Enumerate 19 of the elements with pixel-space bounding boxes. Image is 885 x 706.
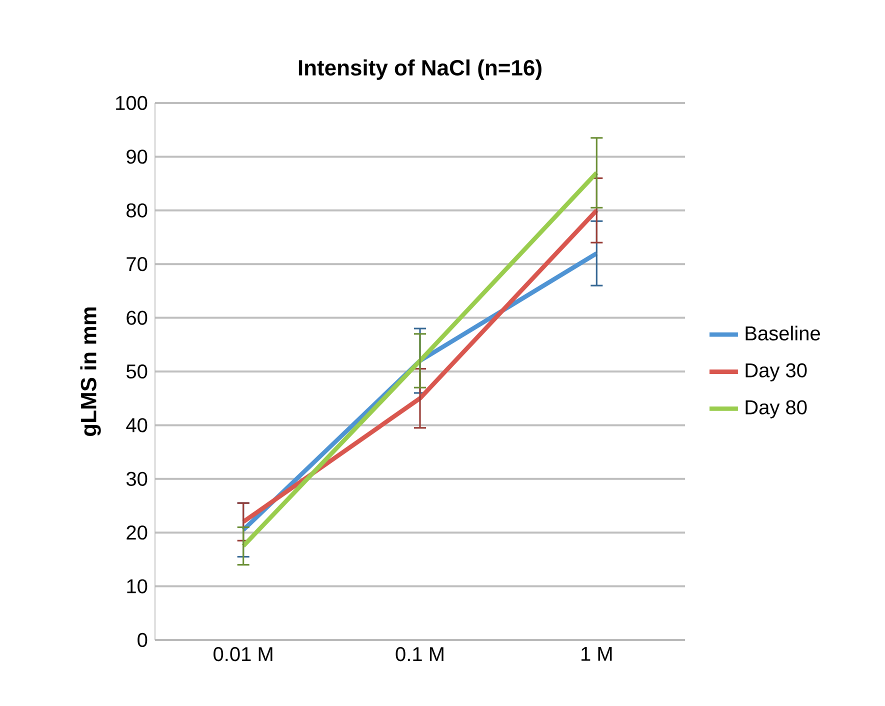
y-tick-label: 100 [116, 96, 148, 110]
y-tick-label: 60 [126, 310, 148, 325]
y-tick-label: 10 [127, 579, 148, 594]
y-tick-label: 90 [126, 150, 148, 164]
x-tick-label: 1 M [582, 647, 612, 661]
y-tick-label: 80 [126, 203, 148, 218]
y-tick-label: 50 [126, 364, 148, 379]
y-tick-label: 0 [138, 632, 148, 648]
y-tick-label: 30 [126, 472, 148, 486]
legend-label: Day 30 [746, 363, 807, 382]
y-tick-label: 40 [126, 418, 148, 432]
y-axis-title: gLMS in mm [80, 307, 101, 436]
x-tick-label: 0.01 M [214, 647, 272, 662]
x-tick-label: 0.1 M [396, 647, 444, 662]
legend-label: Baseline [746, 326, 820, 340]
legend-label: Day 80 [746, 400, 807, 418]
chart-title: Intensity of NaCl (n=16) [298, 59, 542, 80]
y-tick-label: 20 [126, 526, 148, 540]
y-tick-label: 70 [126, 257, 148, 272]
